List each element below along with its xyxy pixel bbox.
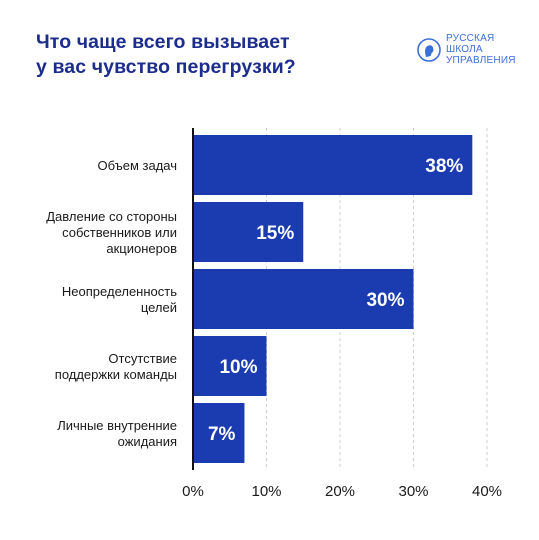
category-label-line: акционеров (106, 241, 177, 256)
bar-value-label: 10% (219, 357, 257, 378)
bar (193, 336, 267, 396)
brand-line-2: ШКОЛА (446, 44, 483, 55)
category-label-line: целей (141, 300, 177, 315)
bar (193, 403, 245, 463)
category-label-line: Объем задач (97, 158, 177, 173)
x-tick-label: 30% (398, 483, 428, 500)
category-label: Объем задач (97, 158, 177, 173)
x-tick-label: 10% (251, 483, 281, 500)
bar (193, 202, 304, 262)
category-label-line: Отсутствие (108, 351, 177, 366)
category-label-line: поддержки команды (55, 367, 177, 382)
category-label: Давление со стороны собственников или акци… (46, 209, 177, 256)
chart-title-line-2: у вас чувство перегрузки? (36, 56, 296, 78)
category-label-line: ожидания (118, 434, 177, 449)
bar-value-label: 7% (208, 424, 236, 445)
brand-logo: РУССКАЯ ШКОЛА УПРАВЛЕНИЯ (417, 33, 516, 66)
brand-name: РУССКАЯ ШКОЛА УПРАВЛЕНИЯ (446, 33, 516, 66)
chart-title-line-1: Что чаще всего вызывает (36, 31, 290, 53)
x-tick-label: 40% (472, 483, 502, 500)
bar-value-label: 30% (366, 290, 404, 311)
bar-value-label: 38% (425, 156, 463, 177)
brand-line-3: УПРАВЛЕНИЯ (446, 55, 516, 66)
chart-title: Что чаще всего вызывает у вас чувство пе… (36, 30, 356, 80)
category-label-line: Неопределенность (62, 284, 177, 299)
category-label-line: Личные внутренние (57, 418, 177, 433)
category-label: Неопределенность целей (62, 284, 177, 315)
bar (193, 269, 414, 329)
category-label-line: собственников или (62, 225, 177, 240)
profile-head-icon (417, 37, 441, 62)
x-tick-label: 0% (182, 483, 204, 500)
category-label: Личные внутренние ожидания (57, 418, 177, 449)
brand-line-1: РУССКАЯ (446, 33, 495, 44)
bar-value-label: 15% (256, 223, 294, 244)
category-label-line: Давление со стороны (46, 209, 177, 224)
bar (193, 135, 473, 195)
x-tick-label: 20% (325, 483, 355, 500)
category-label: Отсутствие поддержки команды (55, 351, 177, 382)
